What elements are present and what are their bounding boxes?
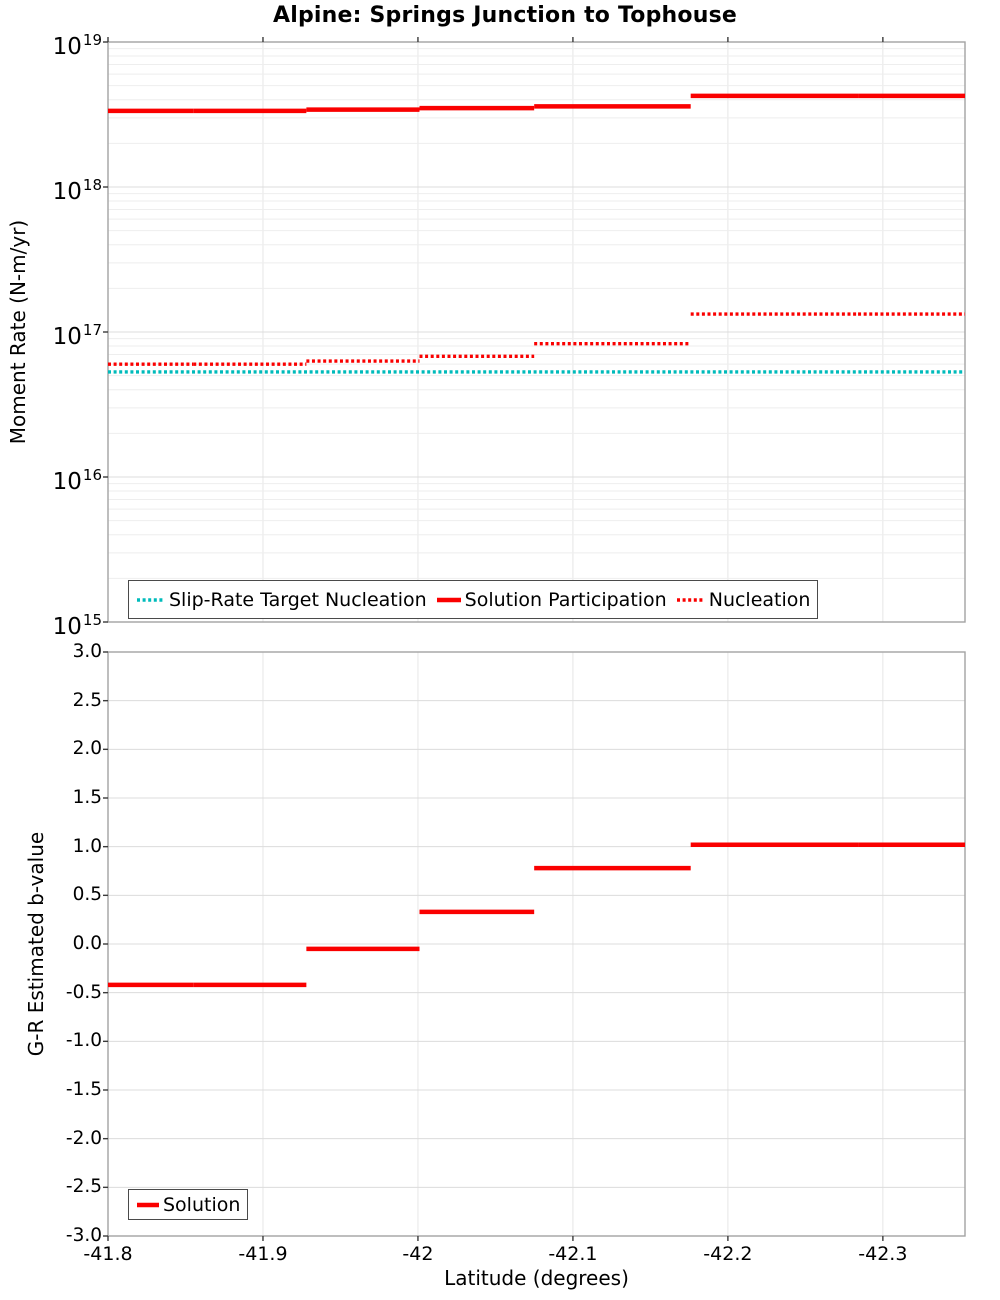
legend-entry-slip-rate-target: Slip-Rate Target Nucleation xyxy=(136,589,427,611)
legend-label: Solution xyxy=(163,1193,241,1216)
moment-rate-legend: Slip-Rate Target Nucleation Solution Par… xyxy=(128,580,819,619)
legend-entry-solution-participation: Solution Participation xyxy=(436,589,667,611)
legend-label: Solution Participation xyxy=(464,588,667,611)
page-title: Alpine: Springs Junction to Tophouse xyxy=(273,3,737,28)
solid-red-line-icon xyxy=(137,1202,159,1207)
legend-entry-nucleation: Nucleation xyxy=(676,588,811,611)
latitude-axis-label: Latitude (degrees) xyxy=(444,1266,629,1290)
legend-label: Slip-Rate Target Nucleation xyxy=(169,588,427,611)
dotted-red-line-icon xyxy=(676,597,705,602)
b-value-axis-label: G-R Estimated b-value xyxy=(24,831,48,1057)
legend-entry-solution: Solution xyxy=(136,1194,240,1216)
b-value-legend: Solution xyxy=(128,1189,249,1220)
moment-rate-axis-label: Moment Rate (N-m/yr) xyxy=(6,219,30,445)
solid-red-line-icon xyxy=(436,597,461,602)
legend-label: Nucleation xyxy=(708,588,811,611)
dotted-cyan-line-icon xyxy=(137,597,165,602)
